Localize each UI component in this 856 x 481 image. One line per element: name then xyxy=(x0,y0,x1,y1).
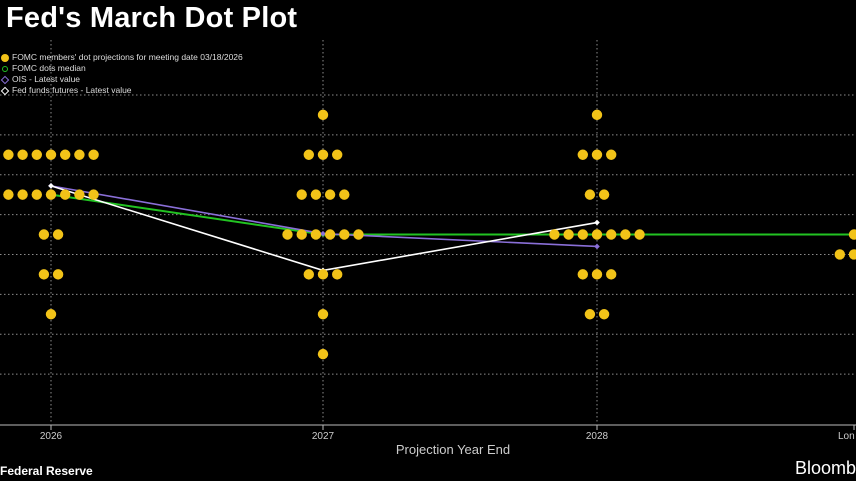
series-marker-3 xyxy=(594,219,600,226)
dot-projection xyxy=(317,149,329,160)
x-axis: 2026 2027 2028 Lon xyxy=(0,424,856,442)
dot-projection xyxy=(591,109,603,121)
dot-projection xyxy=(620,229,631,240)
dot-projection xyxy=(591,229,603,240)
chart-title: Fed's March Dot Plot xyxy=(6,2,298,34)
grid-layer xyxy=(0,40,856,424)
dot-projection xyxy=(634,229,645,240)
legend-label-ois: OIS - Latest value xyxy=(12,74,81,84)
dot-projection xyxy=(88,149,99,160)
series-marker-2 xyxy=(594,243,600,250)
dot-projection xyxy=(3,189,14,200)
x-tick-label: 2027 xyxy=(312,431,335,442)
legend: FOMC members' dot projections for meetin… xyxy=(0,52,243,96)
dot-projection xyxy=(848,229,856,240)
dot-projection xyxy=(59,189,71,200)
dot-projection xyxy=(303,269,314,280)
x-tick-label: Lon xyxy=(838,431,855,442)
dot-projection xyxy=(317,309,329,320)
dot-projection xyxy=(52,229,64,240)
dot-projection xyxy=(834,249,845,260)
dot-projections xyxy=(3,109,856,360)
dot-projection xyxy=(52,269,64,280)
dot-projection xyxy=(577,269,588,280)
series-marker-3 xyxy=(48,183,54,189)
series-marker-2 xyxy=(320,230,326,237)
legend-circle-icon xyxy=(0,64,10,74)
dot-projection xyxy=(848,249,856,260)
series-line-3 xyxy=(50,185,598,272)
legend-dot-icon xyxy=(0,53,10,63)
dot-projection xyxy=(74,149,85,160)
dot-projection xyxy=(303,149,314,160)
legend-diamond-icon xyxy=(0,86,10,96)
dot-projection xyxy=(598,309,610,320)
series-lines xyxy=(48,183,854,274)
dot-projection xyxy=(310,189,322,200)
dot-projection xyxy=(296,229,307,240)
dot-projection xyxy=(598,189,610,200)
dot-projection xyxy=(3,149,14,160)
dot-projection xyxy=(310,229,322,240)
dot-projection xyxy=(324,189,336,200)
legend-item-futures: Fed funds futures - Latest value xyxy=(0,85,243,96)
x-axis-title: Projection Year End xyxy=(395,442,511,457)
dot-projection xyxy=(584,309,596,320)
dot-projection xyxy=(606,229,617,240)
dot-projection xyxy=(339,189,350,200)
legend-item-dots: FOMC members' dot projections for meetin… xyxy=(0,52,243,63)
dot-projection xyxy=(577,229,588,240)
legend-label-futures: Fed funds futures - Latest value xyxy=(12,85,132,95)
legend-label-dots: FOMC members' dot projections for meetin… xyxy=(12,52,243,62)
dot-projection xyxy=(17,189,28,200)
dot-projection xyxy=(591,149,603,160)
dot-projection xyxy=(606,149,617,160)
dot-projection xyxy=(606,269,617,280)
dot-projection xyxy=(17,149,28,160)
dot-projection xyxy=(59,149,71,160)
legend-item-median: FOMC dots median xyxy=(0,63,243,74)
dot-projection xyxy=(317,269,329,280)
dot-projection xyxy=(563,229,574,240)
dot-projection xyxy=(45,189,57,200)
dot-projection xyxy=(317,109,329,121)
dot-projection xyxy=(332,269,343,280)
dot-projection xyxy=(324,229,336,240)
dot-projection xyxy=(31,189,42,200)
legend-item-ois: OIS - Latest value xyxy=(0,74,243,85)
legend-diamond-icon xyxy=(0,75,10,85)
series-line-1 xyxy=(50,193,854,236)
dot-projection xyxy=(38,269,50,280)
dot-projection xyxy=(74,189,85,200)
dot-projection xyxy=(584,189,596,200)
x-tick-label: 2026 xyxy=(40,431,63,442)
dot-projection xyxy=(296,189,307,200)
dot-projection xyxy=(38,229,50,240)
dot-projection xyxy=(317,348,329,360)
dot-projection xyxy=(353,229,364,240)
source-note: Federal Reserve xyxy=(0,464,93,478)
dot-projection xyxy=(591,269,603,280)
dot-projection xyxy=(45,149,57,160)
x-tick-label: 2028 xyxy=(586,431,609,442)
dot-projection xyxy=(31,149,42,160)
dot-projection xyxy=(577,149,588,160)
legend-label-median: FOMC dots median xyxy=(12,63,86,73)
dot-projection xyxy=(282,229,293,240)
dot-projection xyxy=(88,189,99,200)
brand-logo: Bloomb xyxy=(794,458,856,478)
dot-projection xyxy=(332,149,343,160)
dot-projection xyxy=(549,229,560,240)
dot-projection xyxy=(339,229,350,240)
dot-projection xyxy=(45,309,57,320)
